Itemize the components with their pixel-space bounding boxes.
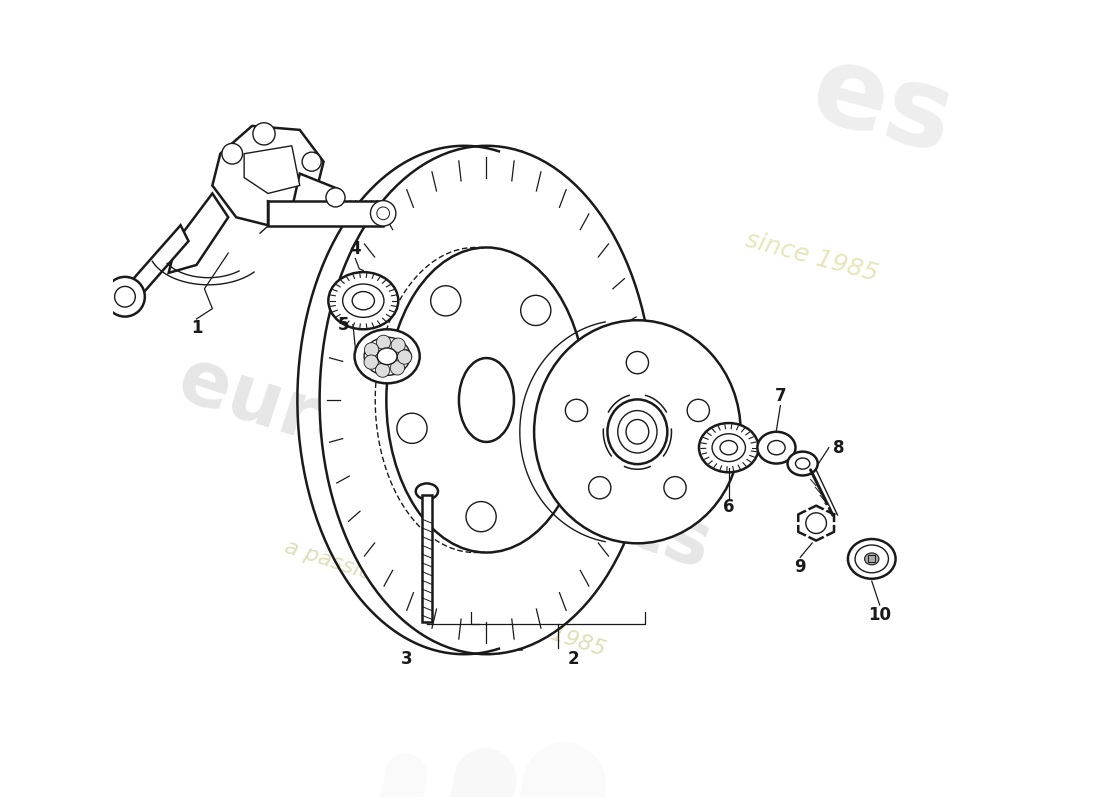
Circle shape — [397, 349, 411, 363]
Ellipse shape — [757, 432, 795, 463]
Circle shape — [397, 350, 411, 364]
Polygon shape — [121, 226, 188, 305]
Bar — [422, 495, 431, 622]
Text: a passion for parts since 1985: a passion for parts since 1985 — [282, 537, 608, 660]
Polygon shape — [292, 174, 340, 210]
Ellipse shape — [607, 399, 668, 464]
Circle shape — [565, 399, 587, 422]
Ellipse shape — [328, 272, 398, 330]
Ellipse shape — [768, 441, 785, 455]
Circle shape — [302, 152, 321, 171]
Ellipse shape — [377, 348, 397, 365]
Ellipse shape — [459, 358, 514, 442]
Circle shape — [364, 342, 378, 357]
Text: eurocarparts: eurocarparts — [169, 342, 722, 585]
Circle shape — [114, 286, 135, 307]
Circle shape — [326, 188, 345, 207]
Circle shape — [806, 513, 826, 534]
Text: 10: 10 — [868, 606, 891, 623]
Circle shape — [588, 477, 610, 499]
Circle shape — [688, 399, 710, 422]
Circle shape — [371, 201, 396, 226]
Circle shape — [377, 207, 389, 220]
Circle shape — [520, 295, 551, 326]
Ellipse shape — [535, 320, 740, 543]
Ellipse shape — [343, 284, 384, 318]
Circle shape — [364, 355, 378, 370]
Text: 4: 4 — [350, 240, 361, 258]
Circle shape — [222, 143, 243, 164]
Ellipse shape — [720, 441, 737, 455]
Bar — [268, 201, 383, 226]
Bar — [868, 555, 876, 562]
Circle shape — [431, 286, 461, 316]
Ellipse shape — [626, 419, 649, 444]
Ellipse shape — [386, 247, 586, 553]
Circle shape — [253, 122, 275, 145]
Text: 7: 7 — [774, 387, 786, 405]
Text: 3: 3 — [402, 650, 412, 669]
Ellipse shape — [364, 338, 410, 375]
Circle shape — [376, 335, 390, 350]
Text: 1: 1 — [190, 319, 202, 338]
Text: 8: 8 — [833, 438, 844, 457]
Ellipse shape — [855, 545, 889, 573]
Ellipse shape — [848, 539, 895, 578]
Ellipse shape — [795, 458, 810, 469]
Circle shape — [397, 413, 427, 443]
Circle shape — [466, 502, 496, 532]
Circle shape — [542, 429, 573, 459]
Text: 6: 6 — [723, 498, 735, 516]
Text: 2: 2 — [568, 650, 580, 669]
Ellipse shape — [712, 434, 746, 462]
Ellipse shape — [788, 452, 817, 475]
Ellipse shape — [698, 423, 759, 472]
Ellipse shape — [354, 330, 420, 383]
Ellipse shape — [416, 483, 438, 499]
Circle shape — [390, 338, 405, 352]
Ellipse shape — [352, 291, 374, 310]
Ellipse shape — [865, 553, 879, 565]
Ellipse shape — [618, 410, 657, 453]
Circle shape — [390, 361, 405, 375]
Circle shape — [626, 351, 649, 374]
Text: since 1985: since 1985 — [744, 228, 881, 286]
Text: 9: 9 — [794, 558, 806, 576]
Polygon shape — [168, 194, 229, 273]
Circle shape — [375, 363, 389, 378]
Text: es: es — [800, 36, 965, 176]
Circle shape — [106, 277, 145, 317]
Polygon shape — [212, 126, 323, 226]
Ellipse shape — [320, 146, 653, 654]
Circle shape — [664, 477, 686, 499]
Text: 5: 5 — [338, 315, 349, 334]
Polygon shape — [244, 146, 299, 194]
